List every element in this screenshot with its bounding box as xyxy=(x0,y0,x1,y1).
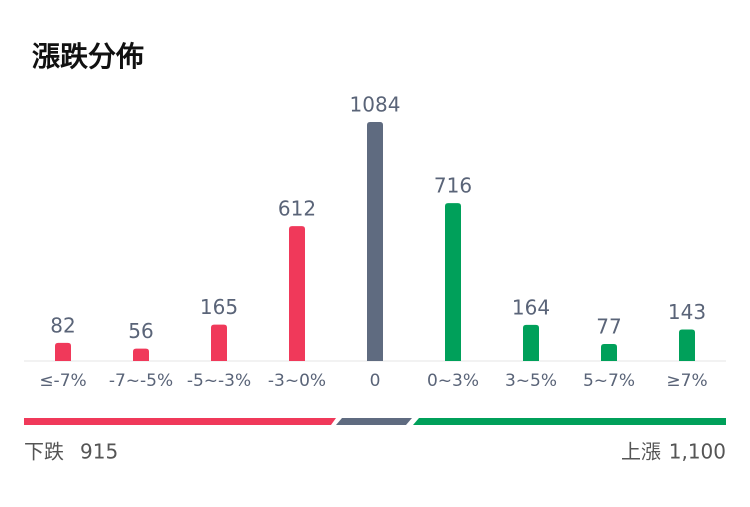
chart-title: 漲跌分佈 xyxy=(32,40,144,73)
x-tick-label: 5~7% xyxy=(583,371,635,391)
up-bar xyxy=(413,418,726,425)
value-label: 82 xyxy=(50,313,75,337)
value-label: 164 xyxy=(512,295,550,319)
bar xyxy=(601,344,617,361)
value-label: 143 xyxy=(668,300,706,324)
x-tick-label: -3~0% xyxy=(268,371,326,391)
up-value: 1,100 xyxy=(669,440,726,464)
x-tick-label: -5~-3% xyxy=(187,371,251,391)
x-tick-label: ≥7% xyxy=(666,371,707,391)
value-label: 1084 xyxy=(350,93,401,117)
x-tick-label: 3~5% xyxy=(505,371,557,391)
down-label: 下跌 xyxy=(24,440,64,464)
value-label: 56 xyxy=(128,319,153,343)
bar xyxy=(289,226,305,361)
bar xyxy=(133,348,149,361)
bar xyxy=(367,122,383,361)
bar xyxy=(211,324,227,361)
bar xyxy=(55,342,71,361)
flat-bar xyxy=(336,418,412,425)
x-tick-label: 0~3% xyxy=(427,371,479,391)
down-value: 915 xyxy=(80,440,118,464)
value-label: 716 xyxy=(434,174,472,198)
value-label: 77 xyxy=(596,315,621,339)
up-label: 上漲 xyxy=(621,440,661,464)
x-tick-label: 0 xyxy=(370,371,381,391)
value-label: 165 xyxy=(200,295,238,319)
bar xyxy=(523,324,539,361)
down-bar xyxy=(24,418,336,425)
bar xyxy=(445,203,461,361)
x-tick-label: -7~-5% xyxy=(109,371,173,391)
x-tick-label: ≤-7% xyxy=(39,371,86,391)
value-label: 612 xyxy=(278,197,316,221)
bar xyxy=(679,329,695,361)
